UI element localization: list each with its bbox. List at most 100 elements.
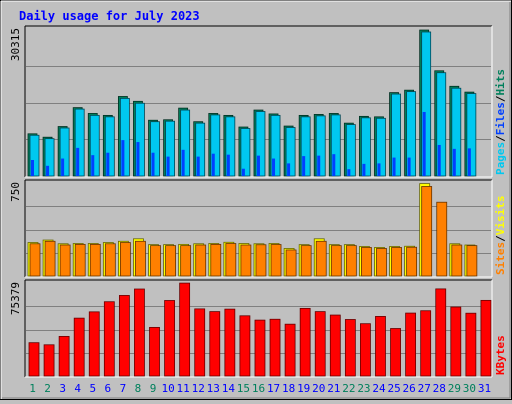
bar-files bbox=[332, 154, 336, 176]
bar-pages bbox=[104, 116, 115, 177]
bar-files bbox=[31, 159, 34, 176]
bar-files bbox=[392, 157, 396, 176]
bar-kbytes bbox=[314, 311, 326, 377]
bar-sites bbox=[376, 248, 387, 277]
bar-sites bbox=[29, 243, 41, 277]
x-tick-label: 18 bbox=[282, 382, 295, 395]
bar-kbytes bbox=[299, 307, 311, 377]
bar-sites bbox=[89, 243, 101, 277]
x-tick-label: 10 bbox=[161, 382, 174, 395]
bar-files bbox=[302, 156, 306, 176]
bar-files bbox=[317, 155, 321, 176]
legend-item: Pages bbox=[494, 142, 507, 175]
bar-sites bbox=[74, 243, 86, 277]
bar-pages bbox=[240, 128, 251, 177]
bar-sites bbox=[361, 247, 372, 277]
x-tick-label: 23 bbox=[357, 382, 370, 395]
bar-files bbox=[91, 155, 95, 176]
bar-kbytes bbox=[450, 306, 462, 377]
x-tick-label: 4 bbox=[74, 382, 81, 395]
bar-sites bbox=[255, 244, 267, 277]
bar-kbytes bbox=[360, 323, 371, 377]
legend-item: Visits bbox=[494, 196, 507, 236]
legend-item: Sites bbox=[494, 242, 507, 275]
bar-kbytes bbox=[164, 300, 175, 377]
bar-kbytes bbox=[420, 310, 432, 377]
legend-top: Pages/Files/Hits bbox=[494, 69, 507, 175]
bar-pages bbox=[210, 114, 221, 177]
x-tick-label: 14 bbox=[222, 382, 236, 395]
bar-files bbox=[272, 158, 276, 176]
bar-pages bbox=[421, 31, 432, 177]
panel-visits-sites: 750 Sites/Visits bbox=[9, 179, 507, 278]
x-tick-label: 7 bbox=[120, 382, 127, 395]
ymax-label: 30315 bbox=[9, 28, 22, 61]
x-tick-label: 21 bbox=[327, 382, 340, 395]
bar-sites bbox=[391, 247, 402, 277]
x-tick-label: 27 bbox=[418, 382, 431, 395]
bar-kbytes bbox=[88, 311, 100, 377]
bar-sites bbox=[300, 245, 312, 277]
x-tick-label: 6 bbox=[105, 382, 112, 395]
bar-sites bbox=[165, 245, 176, 277]
bar-kbytes bbox=[58, 335, 70, 377]
bar-kbytes bbox=[465, 312, 477, 377]
bar-kbytes bbox=[254, 319, 266, 377]
x-tick-label: 16 bbox=[252, 382, 265, 395]
x-tick-label: 24 bbox=[372, 382, 386, 395]
bar-files bbox=[61, 158, 65, 176]
x-tick-label: 17 bbox=[267, 382, 280, 395]
x-tick-label: 2 bbox=[44, 382, 51, 395]
bar-sites bbox=[436, 201, 448, 277]
bar-files bbox=[256, 155, 260, 176]
bar-kbytes bbox=[269, 318, 281, 377]
x-tick-label: 22 bbox=[342, 382, 355, 395]
bar-kbytes bbox=[73, 317, 85, 377]
bar-pages bbox=[165, 120, 175, 177]
chart-title: Daily usage for July 2023 bbox=[19, 9, 200, 23]
legend-bottom: KBytes bbox=[494, 335, 507, 375]
x-tick-label: 28 bbox=[433, 382, 446, 395]
bar-files bbox=[452, 148, 456, 176]
bar-pages bbox=[361, 117, 371, 177]
bar-pages bbox=[436, 72, 447, 177]
bar-kbytes bbox=[28, 342, 40, 377]
x-tick-label: 30 bbox=[463, 382, 476, 395]
x-tick-label: 11 bbox=[177, 382, 190, 395]
legend-item: Files bbox=[494, 102, 507, 135]
legend-item: / bbox=[494, 135, 507, 142]
bar-kbytes bbox=[375, 316, 386, 377]
bar-pages bbox=[315, 115, 326, 177]
bar-sites bbox=[285, 249, 297, 277]
bar-pages bbox=[225, 116, 236, 177]
bar-sites bbox=[466, 245, 478, 277]
x-tick-label: 12 bbox=[192, 382, 205, 395]
bar-files bbox=[181, 149, 185, 176]
bar-sites bbox=[315, 240, 327, 277]
x-tick-label: 31 bbox=[478, 382, 491, 395]
bar-pages bbox=[406, 91, 417, 177]
bar-files bbox=[46, 165, 50, 176]
bar-files bbox=[287, 163, 291, 176]
panel-kbytes: 75379 KBytes bbox=[9, 279, 507, 378]
bar-files bbox=[166, 156, 170, 176]
x-tick-label: 9 bbox=[150, 382, 157, 395]
bar-kbytes bbox=[329, 314, 341, 377]
bar-files bbox=[76, 147, 80, 176]
bar-sites bbox=[240, 244, 252, 277]
bar-files bbox=[347, 169, 351, 176]
bar-kbytes bbox=[43, 344, 55, 377]
legend-item: KBytes bbox=[494, 335, 507, 375]
bar-pages bbox=[119, 98, 130, 177]
bar-sites bbox=[59, 244, 71, 277]
x-tick-label: 1 bbox=[29, 382, 36, 395]
bar-files bbox=[437, 144, 441, 176]
bar-files bbox=[151, 152, 155, 176]
bar-pages bbox=[255, 111, 266, 177]
bar-sites bbox=[119, 242, 131, 277]
legend-item: Hits bbox=[494, 69, 507, 96]
bar-sites bbox=[421, 186, 433, 277]
bar-sites bbox=[345, 245, 357, 277]
